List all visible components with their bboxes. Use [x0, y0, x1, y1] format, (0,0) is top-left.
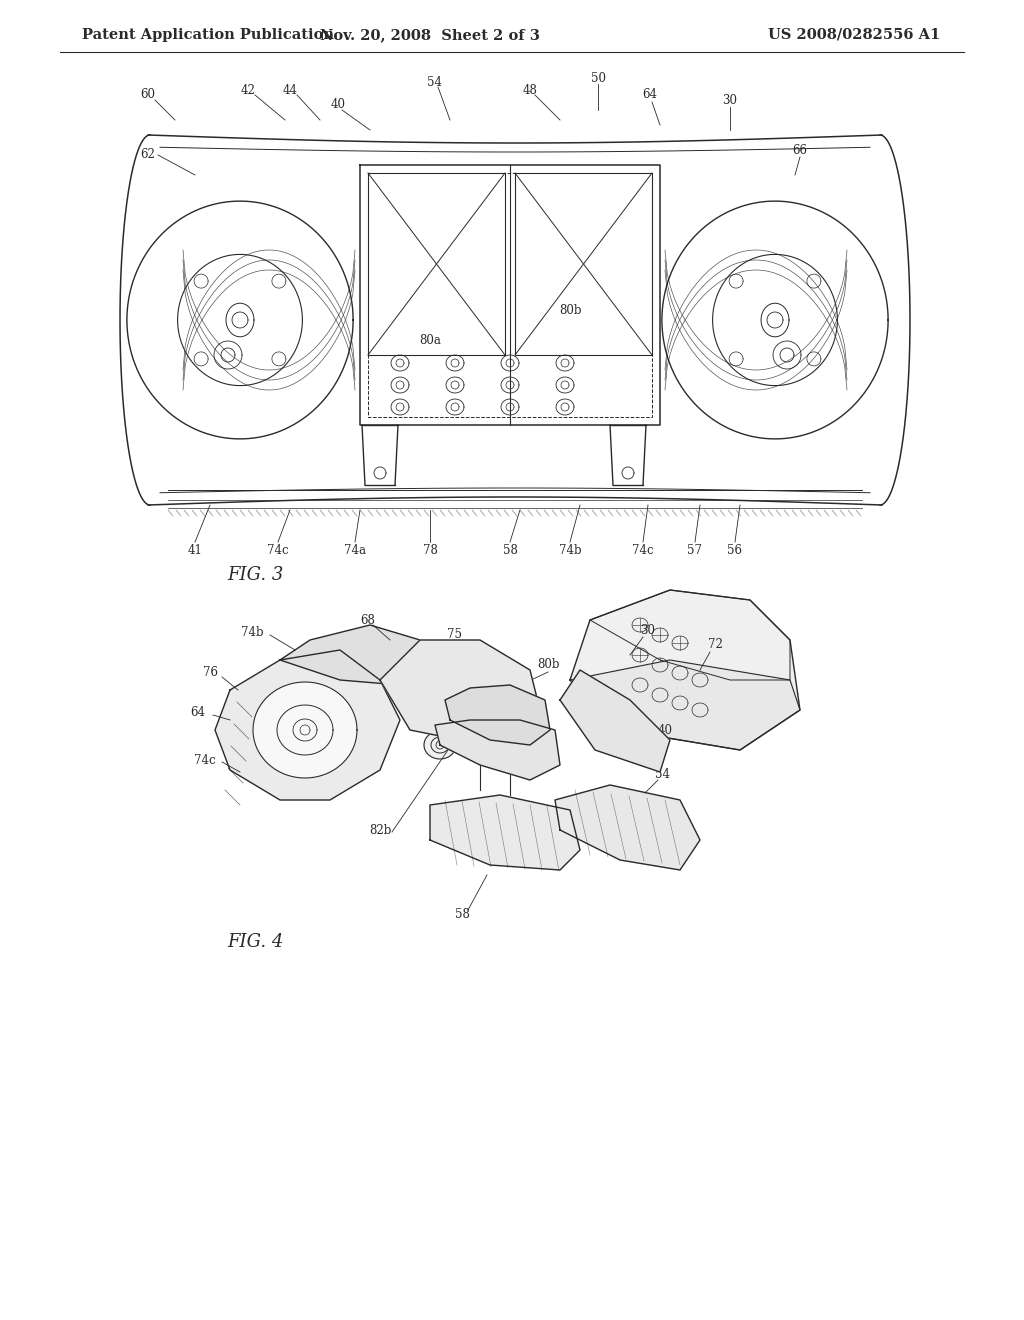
Text: 48: 48 — [522, 83, 538, 96]
Text: 56: 56 — [727, 544, 742, 557]
Text: 40: 40 — [331, 99, 345, 111]
Text: 66: 66 — [793, 144, 808, 157]
Text: 54: 54 — [654, 768, 670, 781]
Polygon shape — [424, 731, 456, 759]
Text: 57: 57 — [687, 544, 702, 557]
Polygon shape — [570, 590, 800, 750]
Text: 80b: 80b — [559, 304, 582, 317]
Polygon shape — [215, 649, 400, 800]
Text: 82b: 82b — [369, 824, 391, 837]
Text: 74c: 74c — [195, 754, 216, 767]
Text: 74b: 74b — [559, 544, 582, 557]
Text: 30: 30 — [640, 623, 655, 636]
Text: 58: 58 — [503, 544, 517, 557]
Text: 82a: 82a — [507, 714, 528, 726]
Text: 54: 54 — [427, 75, 442, 88]
Polygon shape — [280, 624, 440, 685]
Polygon shape — [435, 719, 560, 780]
Text: 75: 75 — [447, 628, 463, 642]
Text: FIG. 4: FIG. 4 — [226, 933, 284, 950]
Text: FIG. 3: FIG. 3 — [226, 566, 284, 583]
Polygon shape — [380, 640, 540, 741]
Polygon shape — [477, 697, 517, 733]
Text: 64: 64 — [190, 705, 206, 718]
Polygon shape — [560, 671, 670, 772]
Text: Patent Application Publication: Patent Application Publication — [82, 28, 334, 42]
Text: 40: 40 — [657, 723, 673, 737]
Polygon shape — [555, 785, 700, 870]
Text: 74b: 74b — [241, 626, 263, 639]
Text: US 2008/0282556 A1: US 2008/0282556 A1 — [768, 28, 940, 42]
Text: 44: 44 — [283, 83, 298, 96]
Polygon shape — [570, 660, 800, 750]
Text: 60: 60 — [140, 88, 156, 102]
Text: 42: 42 — [241, 83, 255, 96]
Polygon shape — [445, 685, 550, 744]
Text: 80a: 80a — [419, 334, 441, 346]
Polygon shape — [253, 682, 357, 777]
Text: 58: 58 — [455, 908, 469, 921]
Text: 74c: 74c — [632, 544, 653, 557]
Polygon shape — [442, 678, 478, 711]
Text: 64: 64 — [642, 88, 657, 102]
Text: 76: 76 — [203, 665, 217, 678]
Text: 74c: 74c — [267, 544, 289, 557]
Text: 74a: 74a — [344, 544, 366, 557]
Text: 78: 78 — [423, 544, 437, 557]
Text: 68: 68 — [360, 614, 376, 627]
Text: Nov. 20, 2008  Sheet 2 of 3: Nov. 20, 2008 Sheet 2 of 3 — [321, 28, 540, 42]
Text: 41: 41 — [187, 544, 203, 557]
Text: 50: 50 — [591, 71, 605, 84]
Text: 30: 30 — [723, 94, 737, 107]
Text: 80b: 80b — [537, 659, 559, 672]
Polygon shape — [430, 795, 580, 870]
Text: 72: 72 — [708, 639, 723, 652]
Text: 62: 62 — [140, 149, 156, 161]
